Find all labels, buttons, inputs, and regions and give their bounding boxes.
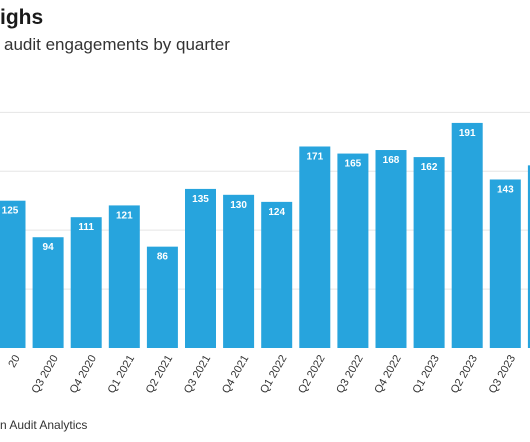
- bar-value-label: 143: [497, 184, 514, 195]
- bar-value-label: 130: [230, 200, 247, 211]
- bar-value-label: 168: [383, 155, 400, 166]
- bar: [32, 237, 64, 348]
- chart-subtitle: audit engagements by quarter: [4, 35, 230, 54]
- x-tick-label: Q1 2021: [106, 353, 137, 396]
- x-tick-label: Q4 2020: [68, 353, 99, 396]
- x-tick-label: Q1 2022: [258, 353, 289, 396]
- bar: [413, 157, 445, 348]
- bar-value-label: 125: [2, 206, 19, 217]
- bar: [337, 153, 369, 348]
- bar: [70, 217, 102, 348]
- bar-value-label: 191: [459, 128, 476, 139]
- source-note: n Audit Analytics: [0, 418, 88, 432]
- bar-value-label: 171: [306, 151, 323, 162]
- bar-value-label: 162: [421, 162, 438, 173]
- bar: [299, 146, 331, 348]
- bar: [0, 200, 26, 348]
- x-tick-label: Q3 2021: [182, 353, 213, 396]
- bar: [185, 188, 216, 348]
- bar: [223, 194, 255, 348]
- bar: [375, 150, 407, 348]
- x-tick-label: Q4 2022: [372, 353, 403, 396]
- bars: [0, 122, 530, 348]
- value-labels: 125 94 111 121 86 135 130 124 171 165 168 162 191 143: [2, 128, 514, 263]
- x-tick-label: Q3 2020: [29, 353, 60, 396]
- x-tick-label: Q3 2023: [487, 353, 518, 396]
- bar-value-label: 124: [268, 207, 285, 218]
- bar-value-label: 111: [78, 222, 94, 233]
- x-tick-label: Q1 2023: [410, 353, 441, 396]
- x-tick-label: Q4 2021: [220, 353, 251, 396]
- bar: [451, 122, 483, 348]
- bar-value-label: 135: [192, 194, 209, 205]
- bar: [108, 205, 140, 348]
- bar: [261, 201, 293, 348]
- x-tick-label: 20: [6, 353, 23, 370]
- bar-value-label: 86: [157, 252, 169, 263]
- x-tick-label: Q2 2021: [144, 353, 175, 396]
- x-tick-label: Q3 2022: [334, 353, 365, 396]
- x-axis-ticks: 20 Q3 2020 Q4 2020 Q1 2021 Q2 2021 Q3 2021 Q4 …: [6, 353, 518, 396]
- x-tick-label: Q2 2023: [449, 353, 480, 396]
- x-tick-label: Q2 2022: [296, 353, 327, 396]
- bar-value-label: 94: [43, 242, 55, 253]
- bar: [146, 246, 178, 348]
- chart-title: ighs: [0, 6, 44, 29]
- bar: [527, 165, 530, 348]
- bar-value-label: 121: [116, 210, 133, 221]
- bar-value-label: 165: [345, 159, 362, 170]
- bar: [489, 179, 521, 348]
